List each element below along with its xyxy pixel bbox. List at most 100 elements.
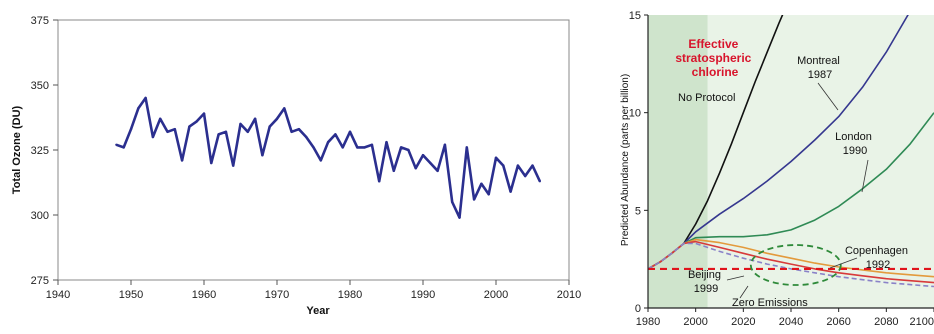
ozone-data-point bbox=[363, 146, 366, 149]
ozone-x-tick-label: 2010 bbox=[557, 289, 581, 301]
chlorine-x-ticks: 1980 2000 2020 2040 2060 2080 2100 bbox=[636, 308, 934, 328]
ozone-data-point bbox=[224, 130, 228, 133]
chlorine-x-tick-label: 2020 bbox=[731, 316, 755, 328]
ozone-data-point bbox=[429, 161, 432, 165]
ozone-data-point bbox=[487, 193, 490, 196]
ozone-data-point bbox=[297, 128, 301, 131]
ozone-data-point bbox=[465, 146, 468, 149]
ozone-data-point bbox=[443, 143, 447, 146]
ozone-data-point bbox=[290, 130, 293, 133]
chlorine-title-line-3: chlorine bbox=[692, 65, 739, 79]
chlorine-y-ticks: 0 5 10 15 bbox=[629, 10, 648, 315]
chlorine-x-tick-label: 2000 bbox=[683, 316, 707, 328]
ozone-data-point bbox=[341, 146, 344, 149]
label-copenhagen-line-2: 1992 bbox=[866, 259, 890, 271]
ozone-data-point bbox=[421, 154, 425, 157]
ozone-x-tick-label: 1950 bbox=[119, 289, 143, 301]
leader-beijing bbox=[726, 275, 745, 281]
leader-copenhagen bbox=[829, 257, 858, 269]
label-montreal-line-2: 1987 bbox=[808, 69, 832, 81]
leader-montreal bbox=[817, 82, 839, 111]
label-no-protocol: No Protocol bbox=[678, 92, 735, 104]
ozone-data-point bbox=[370, 143, 374, 146]
ozone-data-point bbox=[480, 182, 483, 185]
label-london-line-2: 1990 bbox=[843, 145, 867, 157]
label-london: London 1990 bbox=[835, 131, 875, 157]
ozone-data-point bbox=[115, 143, 118, 146]
ozone-data-point bbox=[261, 154, 264, 157]
chlorine-y-tick-label: 10 bbox=[629, 108, 641, 120]
ozone-data-point bbox=[334, 133, 337, 136]
ozone-y-tick-label: 275 bbox=[31, 275, 49, 287]
ozone-x-tick-label: 1980 bbox=[338, 289, 362, 301]
ozone-y-ticks: 275 300 325 350 375 bbox=[31, 15, 58, 287]
ozone-x-tick-label: 2000 bbox=[484, 289, 508, 301]
ozone-data-point bbox=[195, 120, 198, 123]
ozone-data-point bbox=[137, 107, 140, 110]
chlorine-y-tick-label: 5 bbox=[635, 205, 641, 217]
chlorine-series-lines bbox=[648, 15, 934, 288]
ozone-x-tick-label: 1960 bbox=[192, 289, 216, 301]
ozone-y-tick-label: 350 bbox=[31, 80, 49, 92]
label-copenhagen: Copenhagen 1992 bbox=[845, 245, 911, 271]
recovery-ellipse bbox=[749, 244, 842, 286]
ozone-data-point bbox=[239, 122, 242, 126]
ozone-data-point bbox=[202, 112, 206, 115]
ozone-data-point bbox=[217, 133, 220, 136]
chlorine-chart-title: Effective stratospheric chlorine bbox=[675, 37, 754, 79]
ozone-data-point bbox=[210, 161, 213, 165]
ozone-data-point bbox=[385, 141, 388, 144]
ozone-data-point bbox=[253, 117, 257, 121]
ozone-data-point bbox=[232, 164, 235, 167]
chlorine-x-tick-label: 2080 bbox=[874, 316, 898, 328]
ozone-data-point bbox=[538, 180, 541, 183]
ozone-data-point bbox=[472, 198, 476, 201]
ozone-data-point bbox=[319, 159, 322, 162]
chlorine-x-tick-label: 2060 bbox=[826, 316, 850, 328]
ozone-data-point bbox=[283, 107, 286, 110]
ozone-data-point bbox=[348, 130, 352, 133]
ozone-data-point bbox=[516, 164, 520, 167]
ozone-data-point bbox=[129, 128, 133, 131]
chlorine-title-line-1: Effective bbox=[688, 37, 738, 51]
chlorine-x-tick-label: 2040 bbox=[779, 316, 803, 328]
chlorine-title-line-2: stratospheric bbox=[675, 51, 751, 65]
ozone-data-point bbox=[356, 146, 359, 149]
ozone-y-tick-label: 300 bbox=[31, 210, 49, 222]
ozone-data-point bbox=[458, 216, 461, 219]
ozone-data-point bbox=[436, 169, 439, 172]
label-beijing: Beijing 1999 bbox=[688, 269, 724, 295]
ozone-data-point bbox=[159, 117, 162, 121]
ozone-y-axis-label: Total Ozone (DU) bbox=[11, 105, 23, 194]
ozone-data-point bbox=[275, 117, 279, 121]
ozone-data-point bbox=[399, 146, 403, 149]
chlorine-y-tick-label: 15 bbox=[629, 10, 641, 22]
chlorine-y-axis-label: Predicted Abundance (parts per billion) bbox=[620, 74, 631, 246]
ozone-data-point bbox=[166, 130, 169, 133]
ozone-x-tick-label: 1940 bbox=[46, 289, 70, 301]
ozone-data-point bbox=[509, 190, 512, 193]
ozone-x-tick-label: 1970 bbox=[265, 289, 289, 301]
chlorine-y-tick-label: 0 bbox=[635, 303, 641, 315]
ozone-data-point bbox=[378, 180, 381, 183]
ozone-data-point bbox=[144, 96, 147, 100]
ozone-data-point bbox=[312, 146, 315, 149]
ozone-data-point bbox=[173, 128, 176, 131]
label-beijing-line-2: 1999 bbox=[694, 283, 718, 295]
ozone-data-point bbox=[305, 135, 308, 139]
ozone-data-points bbox=[115, 96, 541, 219]
ozone-data-point bbox=[122, 146, 125, 149]
label-london-line-1: London bbox=[835, 131, 872, 143]
ozone-data-point bbox=[246, 130, 249, 133]
ozone-y-tick-label: 325 bbox=[31, 145, 49, 157]
ozone-x-ticks: 1940 1950 1960 1970 1980 1990 2000 2010 bbox=[46, 280, 581, 301]
chlorine-past-shading bbox=[648, 15, 708, 308]
ozone-chart: 275 300 325 350 375 1940 1950 1960 1970 1980 1990… bbox=[11, 15, 581, 317]
leader-london bbox=[861, 159, 869, 193]
ozone-data-point bbox=[451, 200, 454, 204]
ozone-data-point bbox=[531, 164, 534, 167]
label-zero-emissions: Zero Emissions bbox=[732, 297, 808, 309]
ozone-data-point bbox=[407, 148, 410, 152]
ozone-data-point bbox=[524, 174, 527, 178]
